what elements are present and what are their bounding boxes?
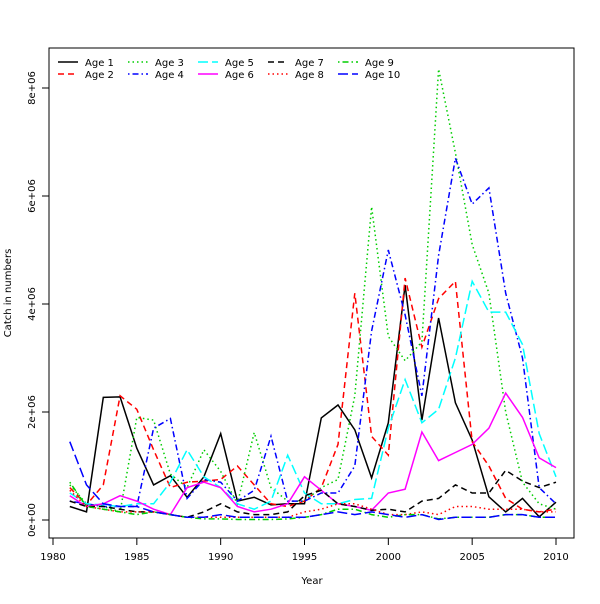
series-line-age-8 bbox=[69, 489, 556, 519]
legend-label: Age 3 bbox=[155, 58, 184, 69]
x-tick-label: 2010 bbox=[543, 552, 568, 563]
legend-label: Age 4 bbox=[155, 70, 184, 81]
y-tick-label: 0e+00 bbox=[27, 503, 38, 537]
legend-label: Age 2 bbox=[85, 70, 114, 81]
y-tick-label: 4e+06 bbox=[27, 287, 38, 321]
series-line-age-1 bbox=[69, 285, 557, 518]
y-tick-label: 2e+06 bbox=[27, 395, 38, 429]
series-line-age-2 bbox=[69, 277, 557, 513]
y-axis-label: Catch in numbers bbox=[3, 249, 14, 338]
x-tick-label: 2005 bbox=[459, 552, 484, 563]
y-tick-label: 8e+06 bbox=[27, 71, 38, 105]
x-tick-label: 2000 bbox=[376, 552, 401, 563]
x-axis: 1980 1985 1990 1995 2000 2005 2010 bbox=[40, 537, 569, 563]
legend-label: Age 5 bbox=[225, 58, 254, 69]
legend-label: Age 1 bbox=[85, 58, 114, 69]
x-axis-label: Year bbox=[300, 576, 323, 587]
x-tick-label: 1990 bbox=[208, 552, 233, 563]
series-line-age-10 bbox=[69, 441, 556, 521]
legend-label: Age 8 bbox=[295, 70, 324, 81]
series-line-age-5 bbox=[69, 279, 557, 511]
y-tick-label: 6e+06 bbox=[27, 179, 38, 213]
legend-label: Age 7 bbox=[295, 58, 324, 69]
x-tick-label: 1985 bbox=[124, 552, 149, 563]
series-line-age-4 bbox=[69, 155, 557, 508]
series-line-age-3 bbox=[69, 68, 557, 513]
legend-label: Age 6 bbox=[225, 70, 254, 81]
x-tick-label: 1980 bbox=[40, 552, 65, 563]
series-line-age-9 bbox=[69, 481, 556, 521]
y-axis: 0e+00 2e+06 4e+06 6e+06 8e+06 bbox=[27, 71, 50, 537]
legend-label: Age 10 bbox=[365, 70, 400, 81]
x-tick-label: 1995 bbox=[292, 552, 317, 563]
series-line-age-6 bbox=[69, 391, 557, 516]
series-lines bbox=[69, 68, 557, 521]
legend-label: Age 9 bbox=[365, 58, 394, 69]
